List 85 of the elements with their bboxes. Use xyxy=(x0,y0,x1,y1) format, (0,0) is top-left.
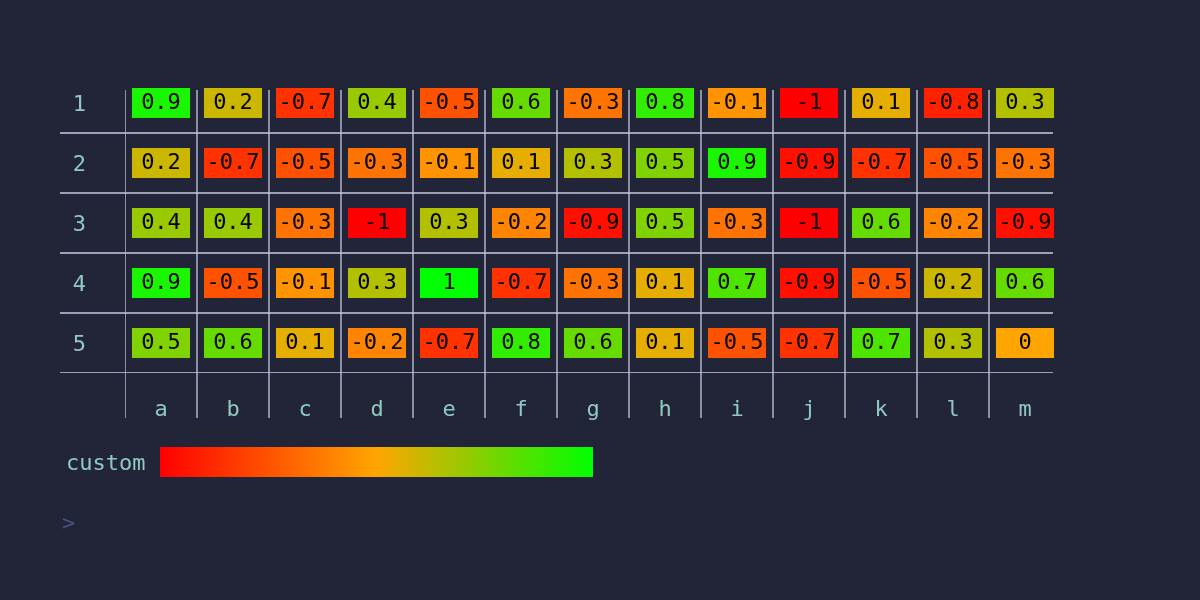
data-label: 0.9 xyxy=(717,148,757,174)
data-label: 0.8 xyxy=(501,328,541,354)
data-label: -0.9 xyxy=(782,148,836,174)
color-bar-title: custom xyxy=(66,450,146,475)
data-label: -0.2 xyxy=(494,208,548,234)
data-label: 0.3 xyxy=(1005,88,1045,114)
data-label: -0.3 xyxy=(566,88,620,114)
x-tick-label: e xyxy=(442,396,456,421)
data-label: -0.5 xyxy=(422,88,476,114)
data-label: -0.2 xyxy=(926,208,980,234)
data-label: 0.9 xyxy=(141,88,181,114)
data-label: -1 xyxy=(795,88,823,114)
data-label: -0.9 xyxy=(998,208,1052,234)
data-label: -0.3 xyxy=(998,148,1052,174)
data-label: -0.5 xyxy=(710,328,764,354)
x-tick-label: f xyxy=(514,396,528,421)
data-label: -0.5 xyxy=(278,148,332,174)
data-label: 0.3 xyxy=(429,208,469,234)
data-label: 0.5 xyxy=(645,208,685,234)
data-label: -0.7 xyxy=(278,88,332,114)
data-label: 0.4 xyxy=(213,208,253,234)
data-label: 0.7 xyxy=(717,268,757,294)
data-label: -0.3 xyxy=(710,208,764,234)
data-label: -0.5 xyxy=(854,268,908,294)
y-tick-label: 1 xyxy=(72,90,86,116)
x-tick-label: m xyxy=(1018,396,1032,421)
data-label: -0.1 xyxy=(278,268,332,294)
data-label: 0.5 xyxy=(141,328,181,354)
data-label: 0.6 xyxy=(861,208,901,234)
x-tick-label: c xyxy=(298,396,312,421)
y-tick-label: 3 xyxy=(72,210,86,236)
x-tick-label: h xyxy=(658,396,672,421)
data-label: -0.5 xyxy=(206,268,260,294)
data-label: -0.7 xyxy=(854,148,908,174)
x-tick-label: i xyxy=(730,396,744,421)
data-label: 0.5 xyxy=(645,148,685,174)
data-label: 0.4 xyxy=(357,88,397,114)
data-label: -0.7 xyxy=(782,328,836,354)
data-label: 0.2 xyxy=(933,268,973,294)
data-label: -0.5 xyxy=(926,148,980,174)
data-label: 0.6 xyxy=(1005,268,1045,294)
y-tick-label: 2 xyxy=(72,150,86,176)
data-label: 1 xyxy=(442,268,456,294)
data-label: -0.1 xyxy=(422,148,476,174)
data-label: 0.3 xyxy=(573,148,613,174)
x-tick-label: g xyxy=(586,396,600,421)
text: > xyxy=(62,510,76,535)
x-tick-label: a xyxy=(154,396,168,421)
data-label: 0.1 xyxy=(861,88,901,114)
data-label: 0.7 xyxy=(861,328,901,354)
data-label: -0.8 xyxy=(926,88,980,114)
x-tick-label: l xyxy=(946,396,960,421)
data-label: -0.1 xyxy=(710,88,764,114)
data-label: 0.3 xyxy=(933,328,973,354)
data-label: -0.7 xyxy=(494,268,548,294)
data-label: 0.4 xyxy=(141,208,181,234)
data-label: 0.3 xyxy=(357,268,397,294)
data-label: -0.7 xyxy=(206,148,260,174)
data-label: -0.3 xyxy=(278,208,332,234)
data-label: 0.1 xyxy=(285,328,325,354)
y-tick-label: 4 xyxy=(72,270,86,296)
x-tick-label: d xyxy=(370,396,384,421)
data-label: 0.9 xyxy=(141,268,181,294)
data-label: 0 xyxy=(1018,328,1032,354)
x-tick-label: k xyxy=(874,396,888,421)
data-label: -1 xyxy=(795,208,823,234)
data-label: 0.1 xyxy=(645,268,685,294)
data-label: 0.8 xyxy=(645,88,685,114)
x-tick-label: b xyxy=(226,396,240,421)
data-label: -0.3 xyxy=(350,148,404,174)
data-label: 0.6 xyxy=(573,328,613,354)
data-label: 0.2 xyxy=(141,148,181,174)
y-tick-label: 5 xyxy=(72,330,86,356)
data-label: -0.3 xyxy=(566,268,620,294)
data-label: 0.6 xyxy=(501,88,541,114)
data-label: -0.7 xyxy=(422,328,476,354)
data-label: 0.1 xyxy=(645,328,685,354)
data-label: 0.2 xyxy=(213,88,253,114)
data-label: -0.2 xyxy=(350,328,404,354)
data-label: -1 xyxy=(363,208,391,234)
data-label: -0.9 xyxy=(566,208,620,234)
x-tick-label: j xyxy=(802,396,816,421)
data-label: 0.6 xyxy=(213,328,253,354)
data-label: 0.1 xyxy=(501,148,541,174)
data-label: -0.9 xyxy=(782,268,836,294)
